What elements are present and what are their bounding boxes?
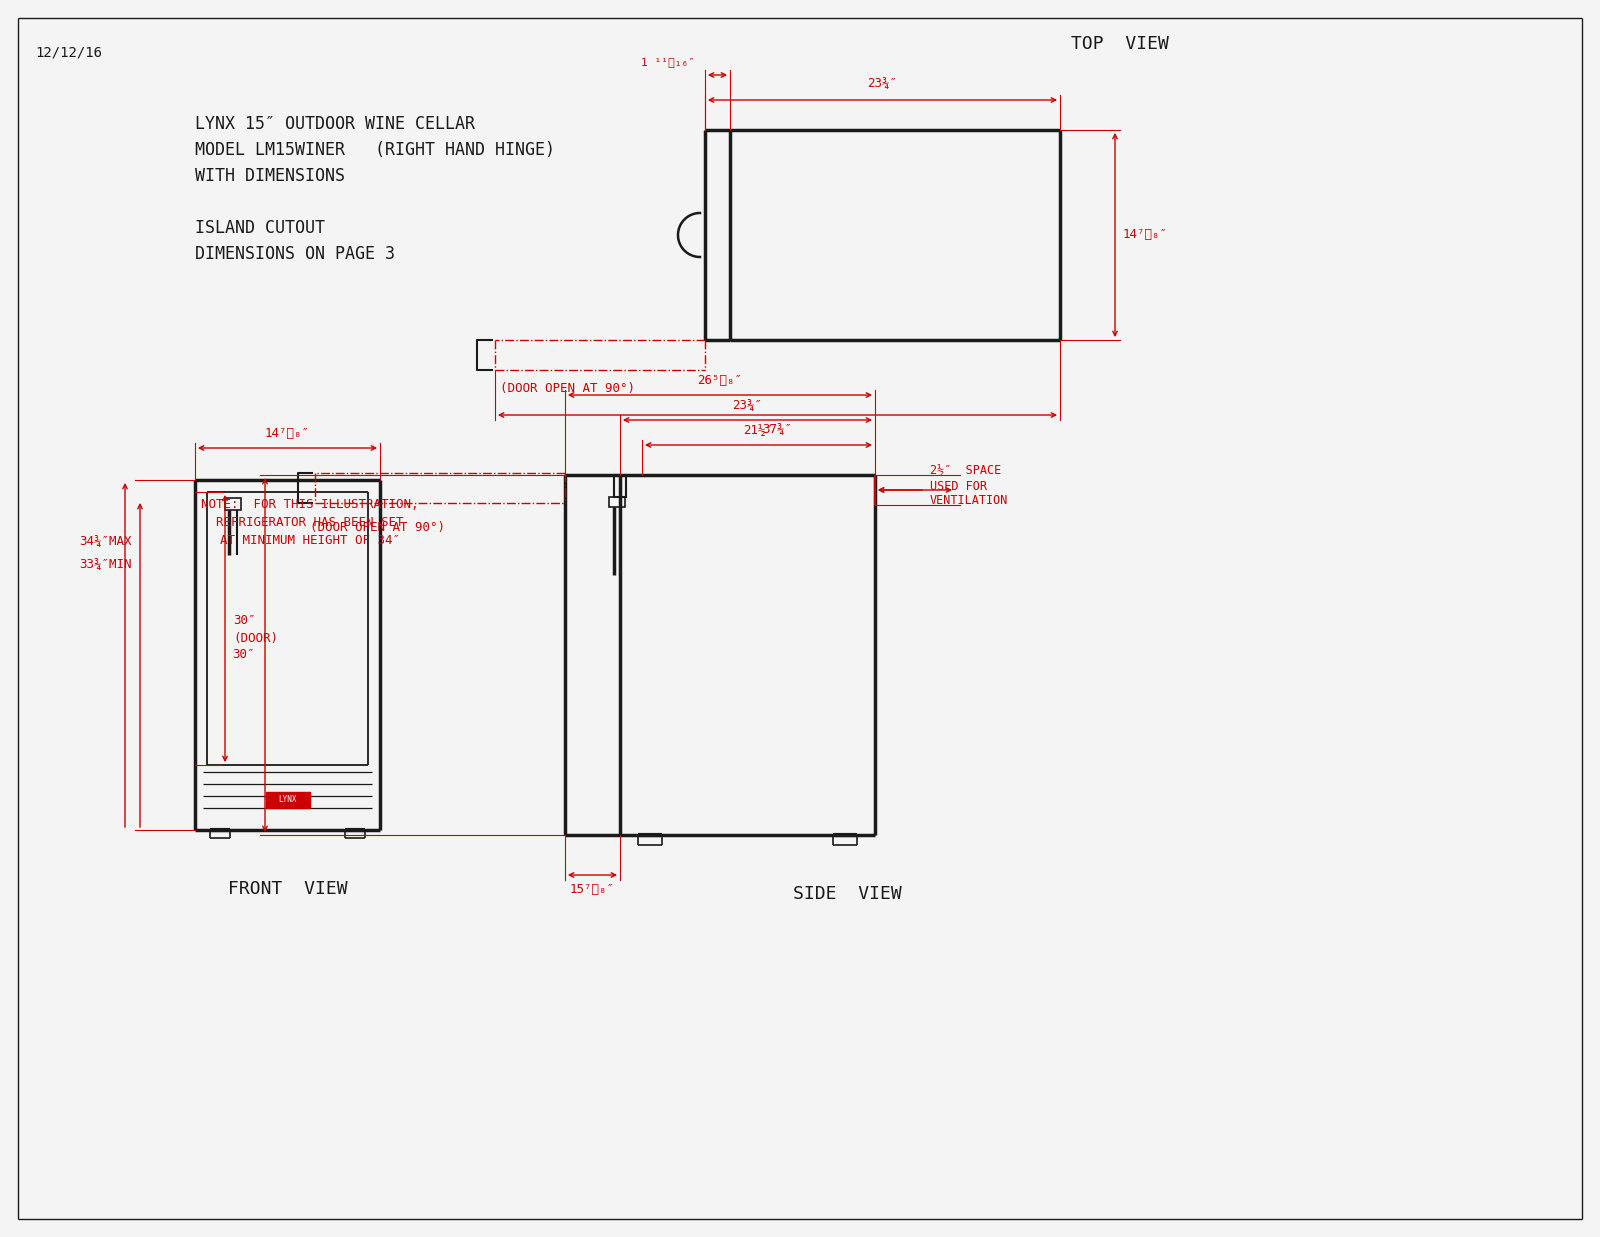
- Text: WITH DIMENSIONS: WITH DIMENSIONS: [195, 167, 346, 186]
- Text: ISLAND CUTOUT: ISLAND CUTOUT: [195, 219, 325, 238]
- Text: (DOOR): (DOOR): [234, 632, 278, 644]
- Text: AT MINIMUM HEIGHT OF 34″: AT MINIMUM HEIGHT OF 34″: [221, 534, 400, 547]
- Text: 2½″  SPACE
USED FOR
VENTILATION: 2½″ SPACE USED FOR VENTILATION: [930, 465, 1008, 507]
- Bar: [266, 792, 309, 808]
- Text: 33¾″MIN: 33¾″MIN: [80, 558, 131, 571]
- Text: TOP  VIEW: TOP VIEW: [1070, 35, 1170, 53]
- Bar: [226, 499, 242, 510]
- Text: (DOOR OPEN AT 90°): (DOOR OPEN AT 90°): [499, 382, 635, 395]
- Text: MODEL LM15WINER   (RIGHT HAND HINGE): MODEL LM15WINER (RIGHT HAND HINGE): [195, 141, 555, 160]
- Text: 21½″: 21½″: [744, 424, 773, 437]
- Text: 14⁷⁄₈″: 14⁷⁄₈″: [266, 427, 310, 440]
- Text: SIDE  VIEW: SIDE VIEW: [794, 884, 902, 903]
- Text: 34¾″MAX: 34¾″MAX: [80, 534, 131, 548]
- Text: REFRIGERATOR HAS BEEN SET: REFRIGERATOR HAS BEEN SET: [216, 516, 403, 529]
- Text: FRONT  VIEW: FRONT VIEW: [227, 880, 347, 898]
- Text: 23¾″: 23¾″: [867, 77, 898, 90]
- Text: 12/12/16: 12/12/16: [35, 45, 102, 59]
- Text: (DOOR OPEN AT 90°): (DOOR OPEN AT 90°): [310, 521, 445, 534]
- Text: 14⁷⁄₈″: 14⁷⁄₈″: [1123, 229, 1168, 241]
- Text: 37¾″: 37¾″: [763, 423, 792, 435]
- Text: 1 ¹¹⁄₁₆″: 1 ¹¹⁄₁₆″: [642, 57, 694, 67]
- Text: LYNX 15″ OUTDOOR WINE CELLAR: LYNX 15″ OUTDOOR WINE CELLAR: [195, 115, 475, 134]
- Text: LYNX: LYNX: [278, 795, 296, 804]
- Text: 26⁵⁄₈″: 26⁵⁄₈″: [698, 374, 742, 387]
- Text: NOTE:  FOR THIS ILLUSTRATION,: NOTE: FOR THIS ILLUSTRATION,: [202, 499, 419, 511]
- Text: 15⁷⁄₈″: 15⁷⁄₈″: [570, 883, 614, 896]
- Text: DIMENSIONS ON PAGE 3: DIMENSIONS ON PAGE 3: [195, 245, 395, 263]
- Bar: [610, 497, 626, 507]
- Text: 23¾″: 23¾″: [733, 400, 763, 412]
- Bar: [614, 475, 626, 497]
- Text: 30″: 30″: [232, 648, 254, 662]
- Text: 30″: 30″: [234, 614, 256, 627]
